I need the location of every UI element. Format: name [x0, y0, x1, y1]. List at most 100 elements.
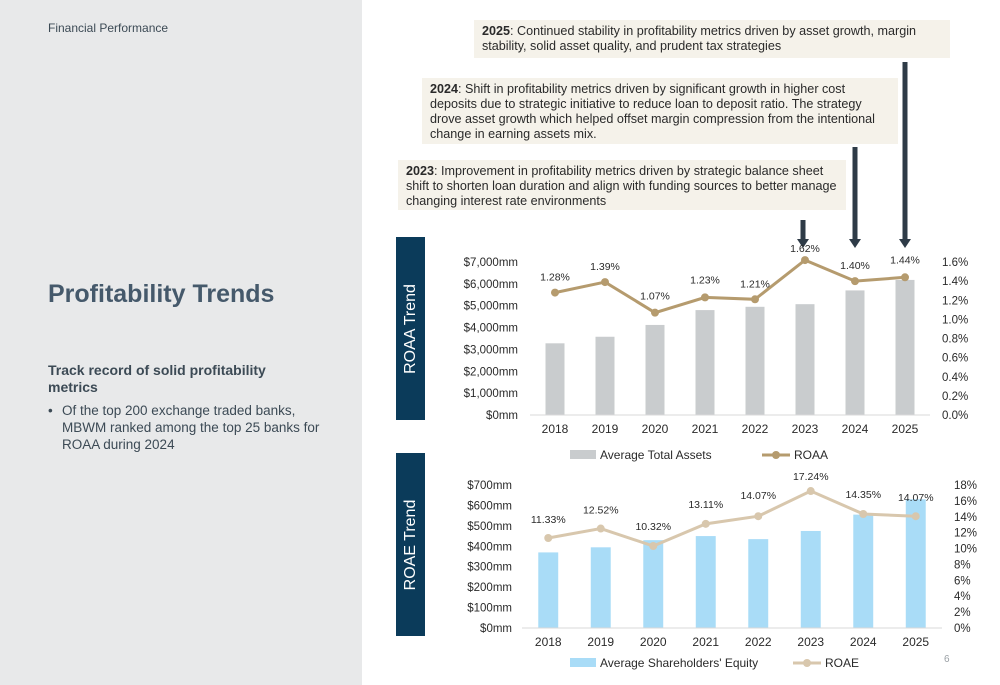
series-point: [551, 288, 559, 297]
data-label: 1.40%: [840, 260, 870, 272]
right-axis-tick-label: 0.0%: [942, 410, 968, 422]
data-label: 1.62%: [790, 243, 820, 255]
series-point: [901, 273, 909, 282]
section-label: Financial Performance: [48, 21, 169, 35]
bar-2018: [538, 552, 559, 628]
series-point: [649, 542, 658, 551]
bullet-point: Of the top 200 exchange traded banks, MB…: [48, 402, 333, 453]
note-text: : Shift in profitability metrics driven …: [430, 82, 875, 141]
right-axis-tick-label: 1.6%: [942, 257, 968, 269]
arrow-head-icon: [849, 239, 861, 248]
right-axis-tick-label: 1.4%: [942, 276, 968, 288]
bar-2019: [590, 547, 611, 628]
page-number: 6: [944, 654, 950, 665]
left-axis-tick-label: $2,000mm: [464, 366, 518, 378]
x-tick-label: 2020: [642, 422, 669, 436]
right-axis-tick-label: 18%: [954, 480, 977, 492]
left-axis-tick-label: $5,000mm: [464, 301, 518, 313]
arrow-head-icon: [797, 239, 809, 248]
x-tick-label: 2024: [842, 422, 869, 436]
right-axis-tick-label: 14%: [954, 512, 977, 524]
legend-label: Average Total Assets: [600, 448, 712, 462]
left-axis-tick-label: $300mm: [467, 562, 512, 574]
x-tick-label: 2021: [692, 422, 719, 436]
x-tick-label: 2025: [892, 422, 919, 436]
series-point: [801, 256, 809, 265]
x-tick-label: 2023: [792, 422, 819, 436]
left-axis-tick-label: $100mm: [467, 603, 512, 615]
arrow-head-icon: [899, 239, 911, 248]
right-axis-tick-label: 0.8%: [942, 334, 968, 346]
bar-2019: [595, 336, 615, 415]
legend-label: ROAA: [794, 448, 828, 462]
bar-2021: [695, 310, 715, 415]
series-point: [596, 524, 605, 533]
note-2024: 2024: Shift in profitability metrics dri…: [422, 78, 898, 144]
right-axis-tick-label: 12%: [954, 528, 977, 540]
data-label: 17.24%: [793, 471, 829, 483]
left-axis-tick-label: $200mm: [467, 582, 512, 594]
note-year: 2025: [482, 24, 511, 38]
x-tick-label: 2019: [592, 422, 619, 436]
data-label: 1.21%: [740, 278, 770, 290]
data-label: 14.35%: [845, 489, 881, 501]
data-label: 1.44%: [890, 254, 920, 266]
x-tick-label: 2024: [850, 635, 877, 649]
roaa-band: ROAA Trend: [396, 237, 425, 420]
right-axis-tick-label: 16%: [954, 496, 977, 508]
series-point: [806, 487, 815, 496]
series-point: [701, 293, 709, 302]
x-tick-label: 2018: [542, 422, 569, 436]
left-axis-tick-label: $700mm: [467, 480, 512, 492]
right-axis-tick-label: 0%: [954, 623, 971, 635]
sub-heading: Track record of solid profitability metr…: [48, 362, 266, 395]
series-point: [751, 295, 759, 304]
bar-2025: [905, 499, 926, 628]
x-tick-label: 2022: [745, 635, 772, 649]
data-label: 10.32%: [635, 521, 671, 533]
right-axis-tick-label: 1.2%: [942, 295, 968, 307]
note-text: : Continued stability in profitability m…: [482, 24, 917, 53]
data-label: 14.07%: [740, 490, 776, 502]
bar-2018: [545, 343, 565, 415]
right-axis-tick-label: 6%: [954, 575, 971, 587]
bar-2021: [695, 536, 716, 628]
bar-2023: [800, 530, 821, 628]
bar-2020: [645, 324, 665, 415]
legend-label: ROAE: [825, 656, 859, 670]
roae-band: ROAE Trend: [396, 453, 425, 636]
bar-2020: [643, 540, 664, 628]
note-year: 2024: [430, 82, 459, 96]
right-axis-tick-label: 0.4%: [942, 372, 968, 384]
left-axis-tick-label: $0mm: [486, 410, 518, 422]
right-axis-tick-label: 4%: [954, 591, 971, 603]
bar-2023: [795, 304, 815, 415]
left-axis-tick-label: $0mm: [480, 623, 512, 635]
note-2023: 2023: Improvement in profitability metri…: [398, 160, 846, 210]
legend-line-marker: [772, 451, 780, 459]
series-point: [911, 512, 920, 521]
bar-2025: [895, 279, 915, 415]
left-axis-tick-label: $400mm: [467, 541, 512, 553]
x-tick-label: 2021: [692, 635, 719, 649]
data-label: 1.28%: [540, 272, 570, 284]
series-point: [859, 509, 868, 518]
x-tick-label: 2019: [587, 635, 614, 649]
legend-label: Average Shareholders' Equity: [600, 656, 758, 670]
data-label: 11.33%: [531, 514, 566, 526]
right-axis-tick-label: 1.0%: [942, 314, 968, 326]
left-axis-tick-label: $1,000mm: [464, 388, 518, 400]
legend-bar-swatch: [570, 450, 596, 459]
x-tick-label: 2018: [535, 635, 562, 649]
left-panel: [0, 0, 362, 685]
x-tick-label: 2022: [742, 422, 769, 436]
left-axis-tick-label: $4,000mm: [464, 323, 518, 335]
right-axis-tick-label: 10%: [954, 544, 977, 556]
right-axis-tick-label: 8%: [954, 559, 971, 571]
legend-line-marker: [803, 659, 811, 667]
series-point: [601, 278, 609, 287]
series-point: [754, 512, 763, 521]
right-axis-tick-label: 0.6%: [942, 353, 968, 365]
series-line-roae: [547, 489, 916, 548]
data-label: 13.11%: [688, 499, 723, 511]
